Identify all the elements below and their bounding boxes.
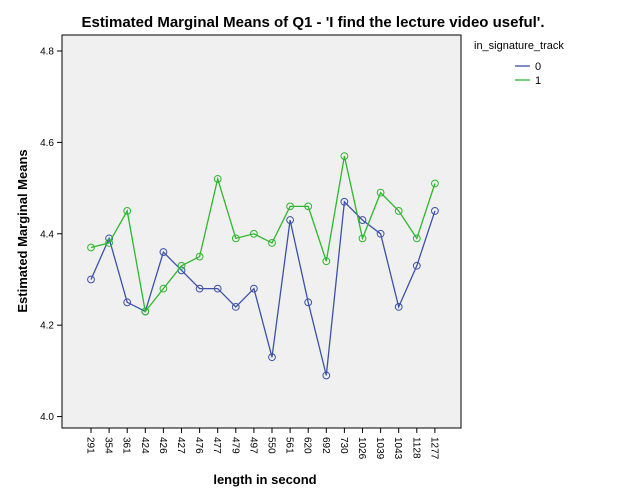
series-point-1 bbox=[286, 202, 295, 211]
legend: in_signature_track 0 1 bbox=[474, 40, 564, 87]
chart-title: Estimated Marginal Means of Q1 - 'I find… bbox=[81, 14, 544, 31]
series-point-1 bbox=[340, 152, 349, 160]
x-tick-label: 476 bbox=[193, 437, 204, 454]
series-point-0 bbox=[412, 261, 421, 270]
axes: 4.0 4.2 4.4 4.6 4.8 291 354 361 424 426 427 476 477 4… bbox=[40, 46, 439, 459]
x-tick-label: 1039 bbox=[374, 437, 385, 460]
x-tick-label: 1128 bbox=[410, 437, 421, 459]
series-point-0 bbox=[123, 298, 132, 307]
x-tick-label: 479 bbox=[229, 437, 240, 454]
x-tick-label: 477 bbox=[211, 437, 222, 454]
series-point-1 bbox=[304, 202, 313, 211]
y-tick-label: 4.2 bbox=[40, 321, 54, 332]
x-tick-label: 1277 bbox=[428, 437, 439, 460]
series-point-1 bbox=[231, 234, 240, 243]
x-tick-label: 692 bbox=[320, 437, 331, 454]
series-point-1 bbox=[105, 239, 113, 247]
series-point-0 bbox=[340, 197, 349, 206]
series-point-1 bbox=[195, 252, 204, 261]
x-axis-title: length in second bbox=[213, 472, 316, 487]
series-point-1 bbox=[213, 175, 222, 183]
x-tick-label: 497 bbox=[247, 437, 258, 454]
x-tick-label: 1026 bbox=[356, 437, 367, 460]
legend-label-1: 1 bbox=[535, 75, 541, 87]
series-point-0 bbox=[376, 229, 385, 238]
series-point-1 bbox=[394, 207, 403, 215]
x-tick-label: 424 bbox=[139, 437, 150, 454]
y-tick-label: 4.4 bbox=[40, 229, 54, 240]
series-point-1 bbox=[159, 284, 168, 293]
series-point-0 bbox=[87, 275, 95, 284]
legend-title: in_signature_track bbox=[474, 40, 564, 52]
y-tick-label: 4.8 bbox=[40, 46, 54, 57]
series-point-0 bbox=[213, 284, 222, 293]
series-point-0 bbox=[195, 284, 204, 293]
y-tick-label: 4.0 bbox=[40, 412, 54, 423]
legend-label-0: 0 bbox=[535, 61, 541, 73]
series-point-1 bbox=[87, 243, 95, 252]
series-point-1 bbox=[358, 234, 367, 243]
series-point-1 bbox=[250, 229, 258, 238]
series-line-1 bbox=[90, 155, 436, 314]
y-tick-label: 4.6 bbox=[40, 138, 54, 149]
series-point-0 bbox=[268, 353, 276, 362]
plot-area bbox=[61, 34, 462, 429]
series-point-1 bbox=[177, 261, 186, 270]
series-point-0 bbox=[304, 298, 313, 307]
series-point-0 bbox=[431, 207, 439, 215]
x-tick-label: 426 bbox=[157, 437, 168, 454]
series-point-1 bbox=[412, 234, 421, 243]
x-tick-label: 561 bbox=[284, 437, 295, 454]
series-point-1 bbox=[431, 179, 439, 188]
x-tick-label: 427 bbox=[175, 437, 186, 454]
x-tick-label: 361 bbox=[121, 437, 132, 454]
series-point-0 bbox=[322, 371, 331, 380]
x-tick-label: 354 bbox=[103, 437, 114, 454]
x-tick-label: 291 bbox=[85, 437, 96, 454]
series-point-0 bbox=[286, 216, 295, 224]
series-point-1 bbox=[123, 207, 132, 215]
series-point-1 bbox=[141, 307, 150, 316]
series-point-1 bbox=[322, 257, 331, 266]
series-point-1 bbox=[376, 188, 385, 197]
series-point-0 bbox=[250, 284, 258, 293]
y-axis-title: Estimated Marginal Means bbox=[15, 149, 30, 312]
series-point-0 bbox=[394, 303, 403, 311]
x-tick-label: 620 bbox=[302, 437, 313, 454]
series-point-0 bbox=[159, 248, 168, 256]
x-tick-label: 730 bbox=[338, 437, 349, 454]
x-tick-label: 550 bbox=[266, 437, 277, 454]
series-point-0 bbox=[231, 303, 240, 311]
x-tick-label: 1043 bbox=[392, 437, 403, 460]
series-layer bbox=[87, 152, 439, 380]
series-point-1 bbox=[268, 239, 276, 247]
